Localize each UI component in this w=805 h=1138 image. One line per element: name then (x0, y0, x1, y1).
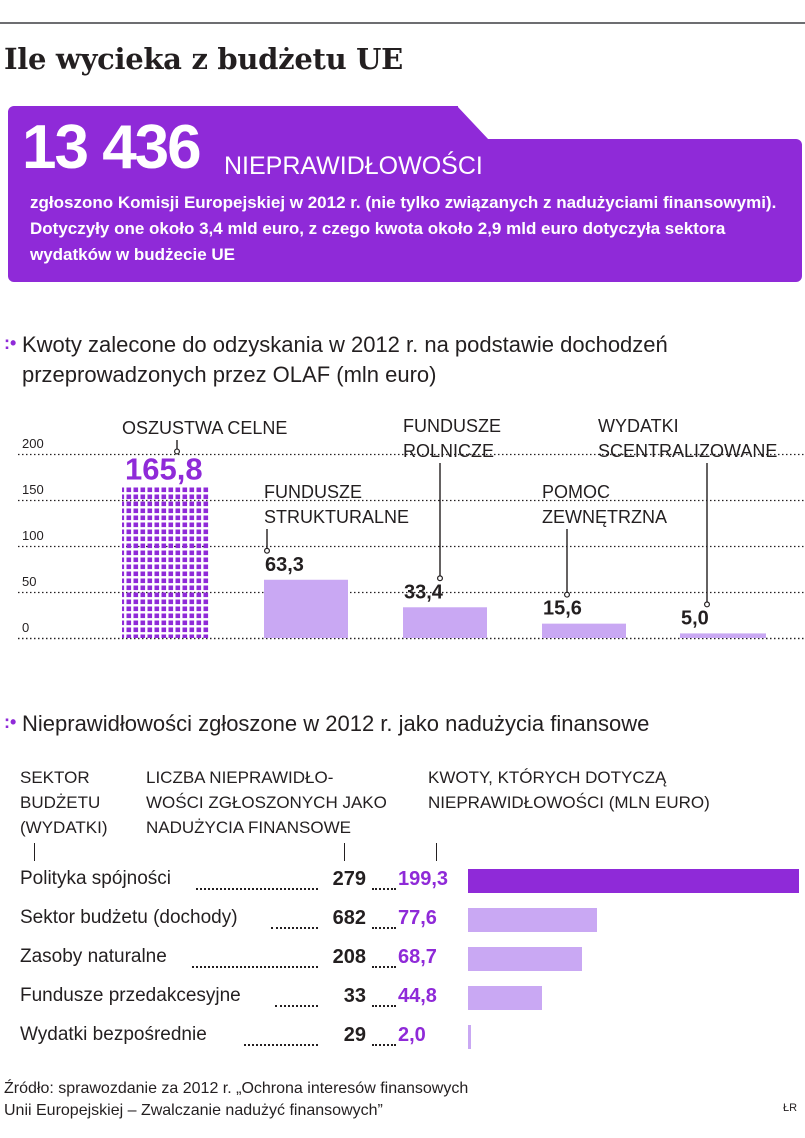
chart2-row-value: 2,0 (398, 1024, 426, 1046)
chart1-ytick-label: 200 (22, 436, 44, 451)
chart1-bar (403, 607, 487, 638)
highlight-number: 13 436 (22, 113, 202, 182)
chart2-row-value: 44,8 (398, 985, 437, 1007)
chart1-leader-knob (264, 547, 271, 554)
chart1-bar (264, 579, 348, 638)
chart1-leader-knob (703, 601, 710, 608)
chart2-dotted-leader (372, 1005, 396, 1007)
chart2-bar (468, 947, 583, 971)
chart1-value-label: 5,0 (681, 607, 709, 629)
chart2-column-header: SEKTOR BUDŻETU (WYDATKI) (20, 768, 108, 837)
chart1-category-label: FUNDUSZE STRUKTURALNE (264, 482, 409, 527)
chart2-bar (468, 908, 597, 932)
chart1-value-label: 33,4 (404, 581, 444, 603)
highlight-banner (8, 139, 802, 282)
highlight-banner-tab (8, 106, 458, 140)
chart2-column-header: LICZBA NIEPRAWIDŁO- WOŚCI ZGŁOSZONYCH JA… (146, 768, 387, 837)
chart2-bar (468, 986, 543, 1010)
chart2-column-header: KWOTY, KTÓRYCH DOTYCZĄ NIEPRAWIDŁOWOŚCI … (428, 768, 710, 812)
chart1-category-label: WYDATKI SCENTRALIZOWANE (598, 416, 777, 461)
chart2-dotted-leader (192, 966, 318, 968)
chart1-value-label: 15,6 (543, 598, 582, 620)
chart2-dotted-leader (271, 927, 318, 929)
chart2-row-value: 77,6 (398, 907, 437, 929)
chart1-value-label: 63,3 (265, 554, 304, 576)
chart1-bar (542, 623, 626, 638)
chart2-dotted-leader (372, 927, 396, 929)
chart2-dotted-leader (372, 1044, 396, 1046)
highlight-banner-notch (457, 106, 489, 140)
chart2-dotted-leader (372, 888, 396, 890)
chart2-row-count: 29 (343, 1024, 366, 1046)
highlight-text: zgłoszono Komisji Europejskiej w 2012 r.… (30, 193, 777, 264)
chart2-row-count: 682 (332, 907, 366, 929)
chart2-header-tick (34, 843, 35, 861)
chart1-leader-knob (174, 448, 181, 455)
chart2-row-label: Wydatki bezpośrednie (20, 1024, 207, 1045)
chart1-ytick-label: 150 (22, 482, 44, 497)
page-title: Ile wycieka z budżetu UE (4, 42, 403, 76)
chart2-title: Nieprawidłowości zgłoszone w 2012 r. jak… (22, 711, 650, 736)
chart2-header-tick (344, 843, 345, 861)
chart1-ytick-label: 0 (22, 620, 29, 635)
chart2-row-value: 199,3 (398, 868, 449, 890)
chart2-header-tick (436, 843, 437, 861)
top-rule (0, 22, 805, 24)
chart2-row-value: 68,7 (398, 946, 437, 968)
chart2-dotted-leader (244, 1044, 318, 1046)
section-bullet-icon: :• (4, 333, 17, 353)
author-credit: ŁR (783, 1102, 798, 1114)
chart1-value-label: 165,8 (125, 451, 203, 486)
chart2-dotted-leader (196, 888, 318, 890)
chart1-ytick-label: 100 (22, 528, 44, 543)
chart1-ytick-label: 50 (22, 574, 36, 589)
chart1-plot: 0 50 100 150 200 165,8 OSZUSTWA CELNE 63,3 FUNDU… (18, 416, 805, 640)
chart2-dotted-leader (372, 966, 396, 968)
chart2-row-count: 279 (332, 868, 366, 890)
chart1-bar (680, 633, 766, 638)
chart1-category-label: FUNDUSZE ROLNICZE (403, 416, 501, 461)
chart1-category-label: OSZUSTWA CELNE (122, 418, 287, 438)
chart1-leader-knob (563, 591, 570, 598)
section-bullet-icon: :• (4, 712, 17, 732)
chart2-row-label: Polityka spójności (20, 868, 172, 889)
chart2-row-label: Fundusze przedakcesyjne (20, 985, 241, 1006)
chart1-title: Kwoty zalecone do odzyskania w 2012 r. n… (22, 332, 668, 387)
chart2-bar (468, 869, 799, 893)
chart1-category-label: POMOC ZEWNĘTRZNA (542, 482, 667, 527)
chart1-bar (122, 485, 210, 638)
chart2-row-label: Sektor budżetu (dochody) (20, 907, 238, 928)
chart2-row-count: 33 (343, 985, 366, 1007)
highlight-label: NIEPRAWIDŁOWOŚCI (224, 152, 483, 180)
source-note: Źródło: sprawozdanie za 2012 r. „Ochrona… (4, 1080, 469, 1119)
chart2-dotted-leader (275, 1005, 318, 1007)
chart2-bar (468, 1025, 472, 1049)
chart1-leader-knob (437, 575, 444, 582)
chart2-row-count: 208 (332, 946, 366, 968)
chart2-row-label: Zasoby naturalne (20, 946, 167, 967)
